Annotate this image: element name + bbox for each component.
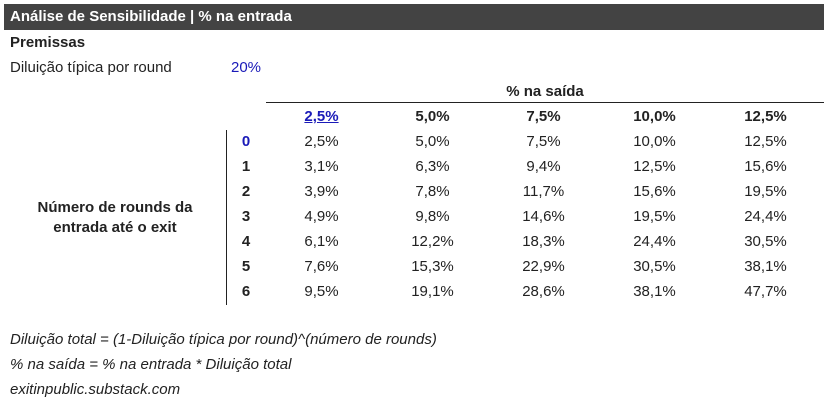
sheet-title-bar: Análise de Sensibilidade | % na entrada — [4, 4, 824, 30]
table-cell[interactable]: 19,5% — [633, 208, 676, 225]
table-cell[interactable]: 5,0% — [415, 133, 450, 150]
dilution-label: Diluição típica por round — [10, 59, 172, 76]
source-note: exitinpublic.substack.com — [10, 381, 181, 398]
dilution-value-input[interactable]: 20% — [231, 59, 262, 76]
sheet-title: Análise de Sensibilidade | % na entrada — [10, 8, 292, 25]
table-cell[interactable]: 7,8% — [415, 183, 450, 200]
table-cell[interactable]: 9,8% — [415, 208, 450, 225]
table-cell[interactable]: 19,5% — [744, 183, 787, 200]
table-cell[interactable]: 24,4% — [744, 208, 787, 225]
table-cell[interactable]: 4,9% — [304, 208, 339, 225]
table-cell[interactable]: 6,3% — [415, 158, 450, 175]
table-cell[interactable]: 18,3% — [522, 233, 565, 250]
row-header: 4 — [241, 233, 251, 250]
column-group-title: % na saída — [506, 83, 584, 100]
formula-note-2: % na saída = % na entrada * Diluição tot… — [10, 356, 292, 373]
table-cell[interactable]: 14,6% — [522, 208, 565, 225]
table-cell[interactable]: 24,4% — [633, 233, 676, 250]
row-group-title-line1: Número de rounds da — [37, 199, 193, 216]
column-header: 10,0% — [633, 108, 676, 125]
table-cell[interactable]: 3,1% — [304, 158, 339, 175]
table-cell[interactable]: 22,9% — [522, 258, 565, 275]
table-cell[interactable]: 9,4% — [526, 158, 561, 175]
row-header: 1 — [241, 158, 251, 175]
table-cell[interactable]: 11,7% — [522, 183, 565, 200]
table-cell[interactable]: 47,7% — [744, 283, 787, 300]
column-header: 12,5% — [744, 108, 787, 125]
table-cell[interactable]: 12,5% — [633, 158, 676, 175]
table-cell[interactable]: 12,2% — [411, 233, 454, 250]
row-group-title: Número de rounds da entrada até o exit — [10, 198, 220, 238]
table-cell[interactable]: 7,6% — [304, 258, 339, 275]
premissas-heading: Premissas — [10, 34, 86, 51]
table-cell[interactable]: 2,5% — [304, 133, 339, 150]
table-cell[interactable]: 28,6% — [522, 283, 565, 300]
table-cell[interactable]: 15,3% — [411, 258, 454, 275]
row-header: 0 — [241, 133, 251, 150]
row-header: 6 — [241, 283, 251, 300]
row-group-title-line2: entrada até o exit — [53, 219, 177, 236]
row-header: 3 — [241, 208, 251, 225]
table-cell[interactable]: 38,1% — [744, 258, 787, 275]
row-header: 5 — [241, 258, 251, 275]
table-cell[interactable]: 6,1% — [304, 233, 339, 250]
table-cell[interactable]: 9,5% — [304, 283, 339, 300]
table-cell[interactable]: 10,0% — [633, 133, 676, 150]
table-cell[interactable]: 30,5% — [633, 258, 676, 275]
table-cell[interactable]: 30,5% — [744, 233, 787, 250]
table-cell[interactable]: 7,5% — [526, 133, 561, 150]
table-cell[interactable]: 15,6% — [633, 183, 676, 200]
table-cell[interactable]: 12,5% — [744, 133, 787, 150]
column-header-divider — [266, 102, 824, 103]
column-header: 2,5% — [304, 108, 339, 125]
table-cell[interactable]: 19,1% — [411, 283, 454, 300]
table-cell[interactable]: 15,6% — [744, 158, 787, 175]
column-header: 5,0% — [415, 108, 450, 125]
column-header: 7,5% — [526, 108, 561, 125]
table-cell[interactable]: 38,1% — [633, 283, 676, 300]
formula-note-1: Diluição total = (1-Diluição típica por … — [10, 331, 437, 348]
row-header-divider — [226, 130, 227, 305]
table-cell[interactable]: 3,9% — [304, 183, 339, 200]
row-header: 2 — [241, 183, 251, 200]
